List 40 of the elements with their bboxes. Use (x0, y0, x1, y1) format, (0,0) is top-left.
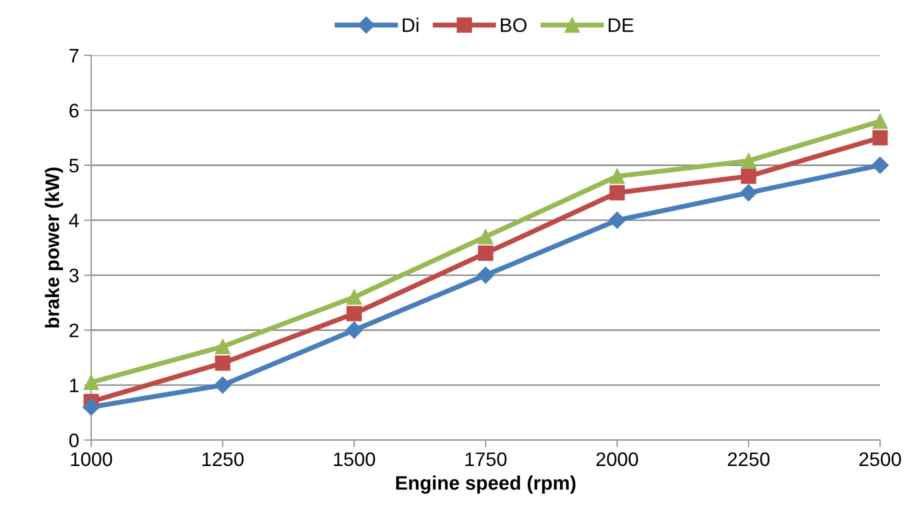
x-tick-label: 1000 (71, 452, 112, 466)
point (740, 184, 758, 202)
x-tick-label: 1250 (202, 452, 244, 466)
x-tick-label: 2250 (728, 452, 770, 466)
point (346, 290, 362, 305)
x-axis-title: Engine speed (rpm) (396, 476, 576, 494)
legend-label: DE (608, 18, 634, 32)
point (215, 338, 230, 354)
point (609, 185, 625, 200)
point (477, 266, 494, 284)
y-tick-label: 3 (69, 268, 79, 282)
point (872, 156, 889, 174)
legend-label: Di (402, 18, 418, 32)
point (82, 398, 100, 416)
point (346, 322, 363, 339)
y-tick-label: 7 (70, 49, 78, 62)
point (215, 355, 230, 371)
point (609, 168, 625, 184)
x-tick-label: 2500 (859, 452, 901, 466)
x-tick-label: 1500 (334, 452, 376, 466)
y-tick-label: 5 (69, 158, 79, 172)
y-tick-label: 6 (70, 104, 79, 118)
point (872, 130, 888, 146)
y-tick-label: 2 (70, 324, 78, 338)
point (214, 376, 232, 394)
point (608, 212, 626, 229)
point (478, 246, 494, 261)
y-tick-label: 4 (69, 214, 79, 228)
x-tick-label: 1750 (465, 452, 507, 466)
legend-label: BO (500, 18, 527, 32)
point (872, 114, 888, 129)
x-tick-label: 2000 (596, 452, 638, 466)
point (740, 153, 756, 168)
y-tick-label: 1 (70, 378, 78, 392)
point (346, 306, 362, 322)
point (478, 229, 494, 244)
y-tick-label: 0 (69, 434, 79, 448)
y-axis-title: brake power (kW) (44, 168, 64, 328)
point (740, 168, 756, 184)
point (84, 374, 99, 390)
